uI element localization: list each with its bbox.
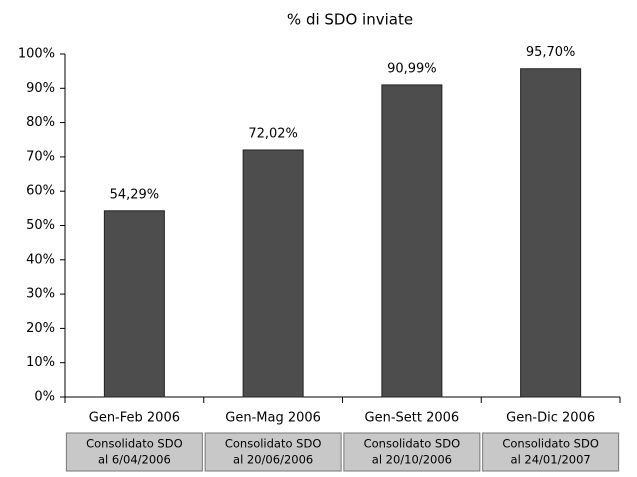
- bar: [103, 210, 165, 398]
- bar: [242, 149, 304, 398]
- note-text: al 20/10/2006: [372, 453, 452, 467]
- value-label: 54,29%: [110, 187, 160, 202]
- note-box: [343, 432, 481, 472]
- y-tick-label: 90%: [26, 81, 55, 96]
- y-tick-label: 70%: [26, 149, 55, 164]
- x-tick-label: Gen-Mag 2006: [225, 411, 321, 426]
- value-label: 90,99%: [387, 61, 437, 76]
- y-tick-label: 0%: [34, 390, 55, 405]
- bar: [520, 68, 582, 398]
- y-tick-label: 30%: [26, 287, 55, 302]
- x-tick-label: Gen-Sett 2006: [365, 411, 460, 426]
- y-tick-label: 60%: [26, 184, 55, 199]
- y-tick-label: 40%: [26, 252, 55, 267]
- y-tick-label: 50%: [26, 218, 55, 233]
- y-tick-label: 20%: [26, 321, 55, 336]
- note-text: Consolidato SDO: [502, 437, 599, 451]
- note-text: al 24/01/2007: [511, 453, 591, 467]
- note-text: al 20/06/2006: [233, 453, 313, 467]
- y-tick-label: 100%: [18, 47, 55, 62]
- note-text: al 6/04/2006: [98, 453, 171, 467]
- note-text: Consolidato SDO: [225, 437, 322, 451]
- note-text: Consolidato SDO: [364, 437, 461, 451]
- y-tick-label: 80%: [26, 115, 55, 130]
- note-box: [482, 432, 620, 472]
- x-tick-label: Gen-Dic 2006: [506, 411, 595, 426]
- x-tick-label: Gen-Feb 2006: [89, 411, 180, 426]
- bar: [381, 84, 443, 398]
- value-label: 72,02%: [248, 126, 298, 141]
- value-label: 95,70%: [526, 45, 576, 60]
- note-box: [65, 432, 203, 472]
- y-tick-label: 10%: [26, 355, 55, 370]
- chart-title: % di SDO inviate: [287, 11, 413, 29]
- note-text: Consolidato SDO: [86, 437, 183, 451]
- note-box: [204, 432, 342, 472]
